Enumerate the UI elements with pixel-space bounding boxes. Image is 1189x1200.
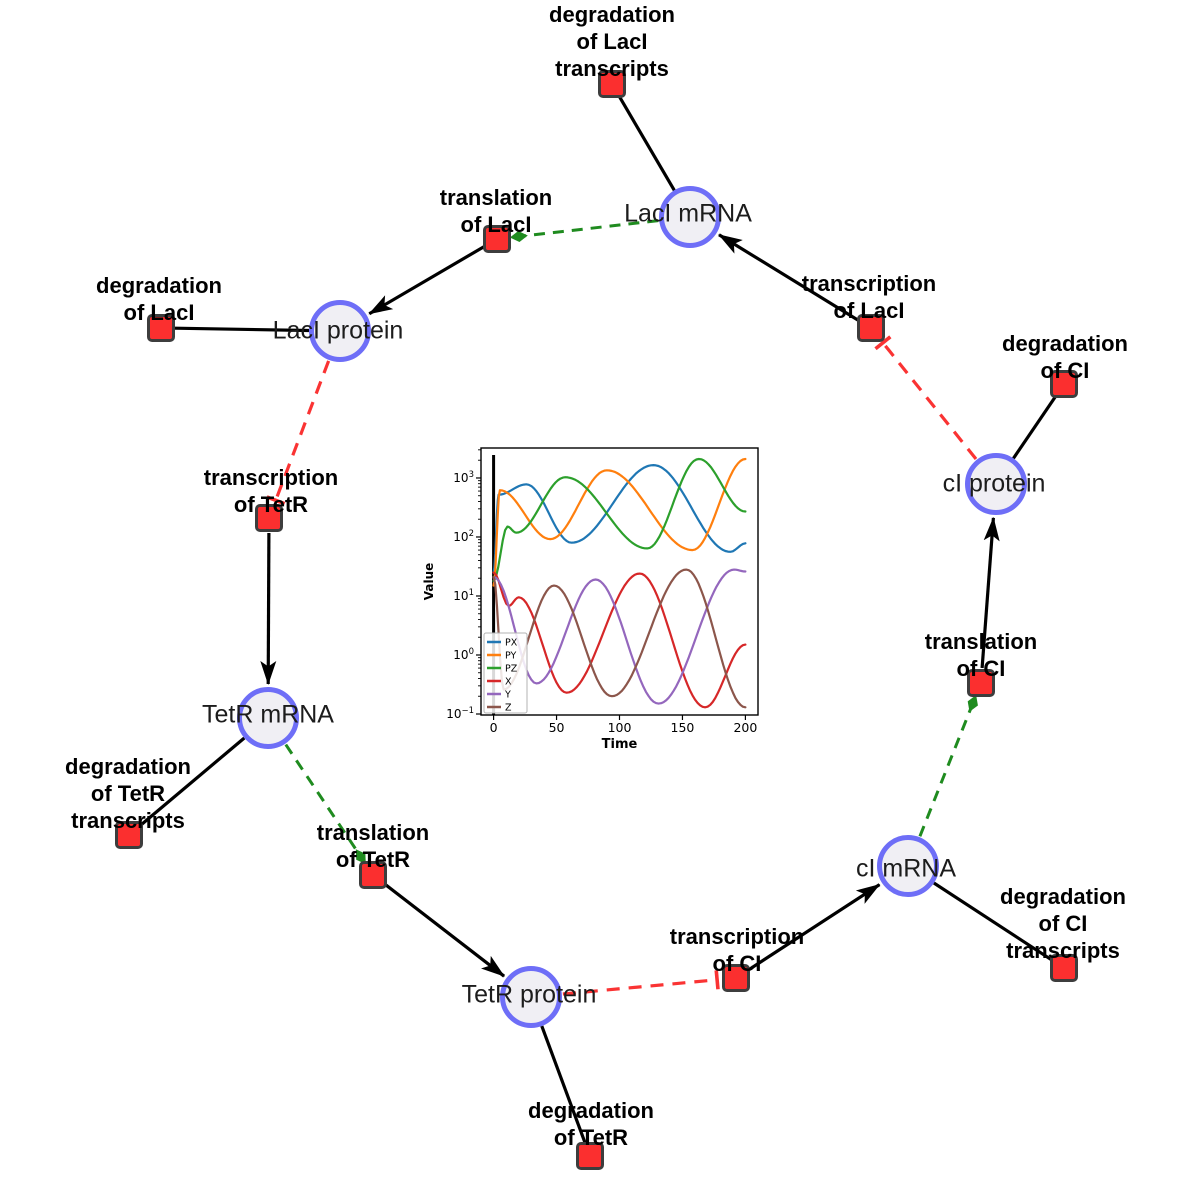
y-tick-label: 10−1 <box>446 706 474 721</box>
edge-production-tx_ci-to-ci_mrna <box>747 883 881 972</box>
species-node-laci_mrna[interactable] <box>659 186 721 248</box>
edge-consumption-tetr_mrna-to-deg_tetr_tx <box>138 736 246 828</box>
timeseries-inset-chart: 0 50 100 150 200 10−1 100 101 102 103 Time Value PX P… <box>420 430 780 775</box>
series-line-PZ <box>492 457 747 582</box>
edge-consumption-laci_mrna-to-deg_laci_tx <box>617 95 676 192</box>
species-node-laci_protein[interactable] <box>309 300 371 362</box>
species-node-tetr_mrna[interactable] <box>237 687 299 749</box>
reaction-node-deg_ci_tx[interactable] <box>1050 954 1078 982</box>
label-tx_tetr: transcription of TetR <box>203 465 339 517</box>
label-deg_laci: degradation of LacI <box>96 273 222 325</box>
x-tick-label: 200 <box>733 720 757 735</box>
species-node-ci_protein[interactable] <box>965 453 1027 515</box>
reaction-node-deg_tetr[interactable] <box>576 1142 604 1170</box>
legend-label-PY: PY <box>505 651 517 662</box>
label-deg_laci_tx: degradation of LacI transcripts <box>549 1 675 81</box>
edge-production-tl_tetr-to-tetr_protein <box>383 882 506 978</box>
legend-label-PX: PX <box>505 638 518 649</box>
chart-svg: 0 50 100 150 20010−1100101102103TimeValuePXP… <box>422 447 759 752</box>
y-tick-label: 100 <box>453 647 474 662</box>
label-laci_mrna: LacI mRNA <box>624 199 752 228</box>
reaction-node-tl_laci[interactable] <box>483 225 511 253</box>
reaction-node-deg_laci[interactable] <box>147 314 175 342</box>
series-line-PY <box>492 457 747 587</box>
label-tl_tetr: translation of TetR <box>316 820 430 872</box>
chart-legend: PX PY PZ XYZ <box>483 632 528 714</box>
series-line-X <box>492 571 747 709</box>
label-tetr_protein: TetR protein <box>461 980 597 1009</box>
edge-inhibition-ci_protein-to-tx_laci <box>874 335 978 461</box>
edge-production-tx_laci-to-laci_mrna <box>718 233 860 322</box>
label-deg_ci: degradation of CI <box>1002 331 1128 383</box>
label-ci_protein: cI protein <box>942 469 1046 498</box>
edge-consumption-ci_mrna-to-deg_ci_tx <box>933 881 1054 962</box>
reaction-node-tx_tetr[interactable] <box>255 504 283 532</box>
reaction-node-deg_ci[interactable] <box>1050 370 1078 398</box>
legend-label-Z: Z <box>505 703 512 714</box>
species-node-tetr_protein[interactable] <box>500 966 562 1028</box>
reaction-node-deg_tetr_tx[interactable] <box>115 821 143 849</box>
edge-modifier-tetr_mrna-to-tl_tetr <box>284 743 366 865</box>
y-axis-label: Value <box>422 563 436 601</box>
legend-label-X: X <box>505 677 512 688</box>
x-tick-label: 150 <box>671 720 695 735</box>
edge-production-tl_ci-to-ci_protein <box>980 516 1000 669</box>
y-tick-label: 103 <box>453 470 474 485</box>
reaction-node-tl_tetr[interactable] <box>359 861 387 889</box>
reaction-node-deg_laci_tx[interactable] <box>598 70 626 98</box>
y-tick-label: 101 <box>453 588 474 603</box>
label-tx_laci: transcription of LacI <box>801 271 937 323</box>
edge-modifier-ci_mrna-to-tl_ci <box>918 695 978 837</box>
label-tx_ci: transcription of CI <box>669 924 805 976</box>
series-line-Y <box>492 568 747 705</box>
reaction-node-tl_ci[interactable] <box>967 669 995 697</box>
label-tetr_mrna: TetR mRNA <box>202 700 334 729</box>
label-ci_mrna: cI mRNA <box>856 854 956 883</box>
label-deg_tetr_tx: degradation of TetR transcripts <box>65 753 191 833</box>
label-deg_tetr: degradation of TetR <box>528 1098 654 1150</box>
legend-label-Y: Y <box>504 690 511 701</box>
legend-label-PZ: PZ <box>505 664 518 675</box>
reaction-node-tx_ci[interactable] <box>722 964 750 992</box>
edge-consumption-tetr_protein-to-deg_tetr <box>540 1025 587 1144</box>
edge-production-tx_tetr-to-tetr_mrna <box>260 532 277 685</box>
edge-production-tl_laci-to-laci_protein <box>368 245 485 316</box>
x-tick-label: 0 <box>490 720 498 735</box>
label-tl_laci: translation of LacI <box>439 185 553 237</box>
edge-consumption-laci_protein-to-deg_laci <box>174 326 310 333</box>
edge-modifier-laci_mrna-to-tl_laci <box>509 219 659 242</box>
edge-inhibition-laci_protein-to-tx_tetr <box>266 360 331 506</box>
y-tick-label: 102 <box>453 529 474 544</box>
label-tl_ci: translation of CI <box>924 629 1038 681</box>
x-axis-label: Time <box>602 737 638 752</box>
edge-consumption-ci_protein-to-deg_ci <box>1012 394 1058 460</box>
x-tick-label: 50 <box>549 720 565 735</box>
label-deg_ci_tx: degradation of CI transcripts <box>1000 883 1126 963</box>
series-line-PX <box>492 463 747 574</box>
reaction-node-tx_laci[interactable] <box>857 314 885 342</box>
x-tick-label: 100 <box>608 720 632 735</box>
species-node-ci_mrna[interactable] <box>877 835 939 897</box>
label-laci_protein: LacI protein <box>272 316 404 345</box>
series-line-Z <box>492 568 747 709</box>
edge-inhibition-tetr_protein-to-tx_ci <box>562 970 720 996</box>
